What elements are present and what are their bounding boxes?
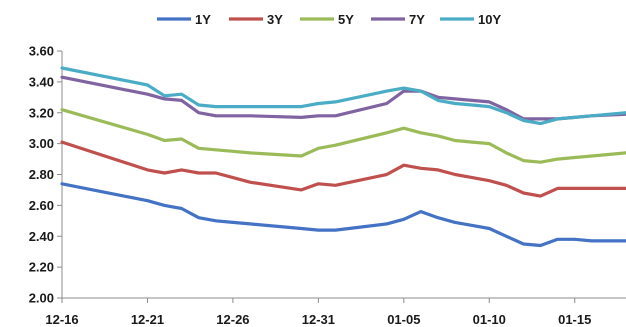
y-tick-label: 3.00 [29, 136, 54, 151]
y-tick-label: 2.60 [29, 198, 54, 213]
series-line-10y [60, 66, 626, 126]
y-tick-label: 2.80 [29, 167, 54, 182]
x-tick-label: 01-15 [558, 312, 591, 327]
legend-label: 5Y [338, 12, 354, 27]
series-line-3y [60, 140, 626, 198]
x-axis: 12-16 12-21 12-26 12-31 01-05 01-10 01-15 [45, 297, 626, 327]
legend-label: 7Y [409, 12, 425, 27]
x-tick-label: 12-16 [45, 312, 78, 327]
legend-item-3y: 3Y [229, 12, 283, 27]
x-tick-label: 12-26 [216, 312, 249, 327]
y-tick-label: 2.20 [29, 260, 54, 275]
legend-label: 3Y [267, 12, 283, 27]
x-tick-label: 01-10 [473, 312, 506, 327]
series-line-1y [60, 182, 626, 248]
legend-item-10y: 10Y [440, 12, 501, 27]
y-tick-label: 3.40 [29, 74, 54, 89]
y-tick-label: 2.40 [29, 229, 54, 244]
legend-item-1y: 1Y [157, 12, 211, 27]
x-tick-label: 12-21 [131, 312, 164, 327]
y-tick-label: 3.60 [29, 44, 54, 59]
legend-label: 1Y [195, 12, 211, 27]
series-line-7y [60, 75, 626, 121]
x-tick-label: 12-31 [302, 312, 335, 327]
y-tick-label: 2.00 [29, 291, 54, 306]
legend-item-7y: 7Y [371, 12, 425, 27]
plot-area [60, 66, 626, 248]
x-tick-label: 01-05 [387, 312, 420, 327]
y-tick-label: 3.20 [29, 105, 54, 120]
y-axis: 2.00 2.20 2.40 2.60 2.80 3.00 3.20 3.40 3.60 [29, 44, 63, 306]
legend: 1Y 3Y 5Y 7Y 10Y [157, 12, 501, 27]
legend-item-5y: 5Y [300, 12, 354, 27]
series-line-5y [60, 108, 626, 164]
legend-label: 10Y [478, 12, 501, 27]
